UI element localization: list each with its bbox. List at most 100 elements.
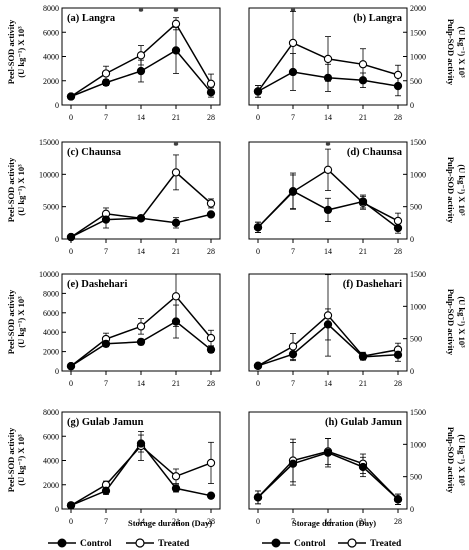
panel-f-xtick-label-0: 0 xyxy=(256,379,260,388)
panel-b-ytick-label-0: 0 xyxy=(410,101,414,110)
panel-d-control-point-0 xyxy=(253,223,263,232)
panel-f-treated-point-2 xyxy=(323,311,333,320)
chart-panels: 0 2000 4000 6000 8000 0 7 14 21 28 (a) Langra * * 0 50… xyxy=(39,4,426,526)
peel-ylabel-g: Peel-SOD activity xyxy=(6,427,16,492)
panel-b-xtick-label-2: 14 xyxy=(324,113,332,122)
panel-d-control-point-4 xyxy=(393,223,403,233)
legend-control-marker-left xyxy=(57,538,67,548)
panel-h-control-point-2 xyxy=(323,448,333,457)
panel-h-label: (h) Gulab Jamun xyxy=(325,417,402,428)
panel-a-xtick-label-0: 0 xyxy=(69,113,73,122)
legend-treated-label-right: Treated xyxy=(370,539,402,549)
panel-g-control-point-0 xyxy=(66,501,76,510)
panel-b-control-point-1 xyxy=(288,67,298,77)
panel-c-label: (c) Chaunsa xyxy=(67,147,122,158)
panel-e: 0 2000 4000 6000 8000 10000 0 7 14 21 28 (e) Dasheh… xyxy=(39,270,221,388)
panel-a-xtick-label-2: 14 xyxy=(137,113,145,122)
panel-c-xtick-label-4: 28 xyxy=(207,247,215,256)
panel-c-control-point-2 xyxy=(136,214,146,223)
pulp-ylabel-d-unit: (U kg⁻¹) X 10³ xyxy=(457,164,467,216)
pulp-ylabel-f: Pulp-SOD activity xyxy=(446,289,456,356)
panel-e-ytick-label-1: 2000 xyxy=(43,348,59,357)
panel-h-xtick-label-4: 28 xyxy=(394,517,402,526)
pulp-ylabel-h-unit: (U kg⁻¹) X 10³ xyxy=(457,434,467,486)
panel-e-treated-point-2 xyxy=(136,322,146,331)
panel-f-treated-point-1 xyxy=(288,342,298,351)
panel-d-ytick-label-3: 1500 xyxy=(410,138,426,147)
panel-b-xtick-label-4: 28 xyxy=(394,113,402,122)
panel-d-ytick-label-0: 0 xyxy=(410,235,414,244)
panel-c-ytick-label-2: 10000 xyxy=(39,170,59,179)
panel-g-xtick-label-4: 28 xyxy=(207,517,215,526)
panel-e-ytick-label-3: 6000 xyxy=(43,309,59,318)
panel-f-xtick-label-4: 28 xyxy=(394,379,402,388)
panel-h-ytick-label-2: 1000 xyxy=(410,440,426,449)
pulp-ylabel-b-unit: (U kg⁻¹) X 10³ xyxy=(457,26,467,78)
panel-a-ytick-label-1: 2000 xyxy=(43,77,59,86)
panel-h: 0 500 1000 1500 0 7 14 21 28 (h) Gulab Jamun xyxy=(248,408,426,526)
peel-ylabel-a: Peel-SOD activity xyxy=(6,19,16,84)
panel-g: 0 2000 4000 6000 8000 0 7 14 21 28 (g) Gulab Jamun xyxy=(43,408,221,526)
panel-e-control-point-4 xyxy=(206,345,216,354)
panel-g-ytick-label-0: 0 xyxy=(55,505,59,514)
panel-a-treated-point-4 xyxy=(206,79,216,88)
panel-e-xtick-label-4: 28 xyxy=(207,379,215,388)
panel-d-xtick-label-2: 14 xyxy=(324,247,332,256)
panel-f-ytick-label-0: 0 xyxy=(410,367,414,376)
panel-e-xtick-label-0: 0 xyxy=(69,379,73,388)
panel-f-xtick-label-2: 14 xyxy=(324,379,332,388)
panel-d-xtick-label-0: 0 xyxy=(256,247,260,256)
panel-c-xtick-label-3: 21 xyxy=(172,247,180,256)
panel-e-ytick-label-0: 0 xyxy=(55,367,59,376)
panel-e-ytick-label-2: 4000 xyxy=(43,328,59,337)
panel-d-treated-point-2 xyxy=(323,165,333,174)
panel-a-control-point-4 xyxy=(206,88,216,97)
panel-f-control-point-3 xyxy=(358,352,368,361)
panel-g-label: (g) Gulab Jamun xyxy=(67,417,144,428)
panel-c-ytick-label-0: 0 xyxy=(55,235,59,244)
panel-b-control-point-2 xyxy=(323,73,333,82)
panel-a-significance-mark-1: * xyxy=(173,6,179,18)
panel-h-control-point-4 xyxy=(393,495,403,504)
panel-f-ytick-label-2: 1000 xyxy=(410,302,426,311)
legend-treated-label-left: Treated xyxy=(158,539,190,549)
panel-b: 0 500 1000 1500 2000 0 7 14 21 28 (b) Langra * xyxy=(248,4,426,122)
panel-c-control-point-0 xyxy=(66,232,76,242)
panel-a-xtick-label-1: 7 xyxy=(104,113,108,122)
panel-c-xtick-label-0: 0 xyxy=(69,247,73,256)
panel-a-control-point-3 xyxy=(171,46,181,55)
legend-control-label-left: Control xyxy=(80,539,112,549)
panel-d-ytick-label-2: 1000 xyxy=(410,170,426,179)
panel-a-ytick-label-4: 8000 xyxy=(43,4,59,13)
panel-g-ytick-label-2: 4000 xyxy=(43,457,59,466)
panel-e-ytick-label-5: 10000 xyxy=(39,270,59,279)
panel-d-control-point-1 xyxy=(288,186,298,196)
panel-g-treated-point-4 xyxy=(206,458,216,468)
peel-ylabel-c-unit: (U kg⁻¹) X 10³ xyxy=(16,164,26,216)
panel-h-control-point-3 xyxy=(358,462,368,472)
panel-f-label: (f) Dashehari xyxy=(343,279,402,290)
peel-ylabel-c: Peel-SOD activity xyxy=(6,157,16,222)
panel-b-xtick-label-3: 21 xyxy=(359,113,367,122)
panel-b-treated-point-3 xyxy=(358,60,368,69)
legend-treated-marker-right xyxy=(347,538,357,548)
panel-g-ytick-label-3: 6000 xyxy=(43,432,59,441)
panel-a-ytick-label-2: 4000 xyxy=(43,53,59,62)
panel-e-control-point-0 xyxy=(66,361,76,371)
panel-a-xtick-label-4: 28 xyxy=(207,113,215,122)
panel-g-treated-point-3 xyxy=(171,472,181,481)
xlabel-left: Storage duration (Day) xyxy=(128,518,212,528)
panel-d-xtick-label-4: 28 xyxy=(394,247,402,256)
panel-b-xtick-label-1: 7 xyxy=(291,113,295,122)
panel-f-ytick-label-3: 1500 xyxy=(410,270,426,279)
panel-b-ytick-label-2: 1000 xyxy=(410,53,426,62)
panel-f: 0 500 1000 1500 0 7 14 21 28 (f) Dashehari xyxy=(248,270,426,388)
panel-c-treated-point-3 xyxy=(171,168,181,177)
panel-h-control-point-0 xyxy=(253,493,263,502)
panel-g-ytick-label-1: 2000 xyxy=(43,481,59,490)
panel-e-xtick-label-1: 7 xyxy=(104,379,108,388)
panel-a-ytick-label-0: 0 xyxy=(55,101,59,110)
panel-e-treated-point-3 xyxy=(171,292,181,301)
panel-a-ytick-label-3: 6000 xyxy=(43,28,59,37)
panel-f-xtick-label-1: 7 xyxy=(291,379,295,388)
